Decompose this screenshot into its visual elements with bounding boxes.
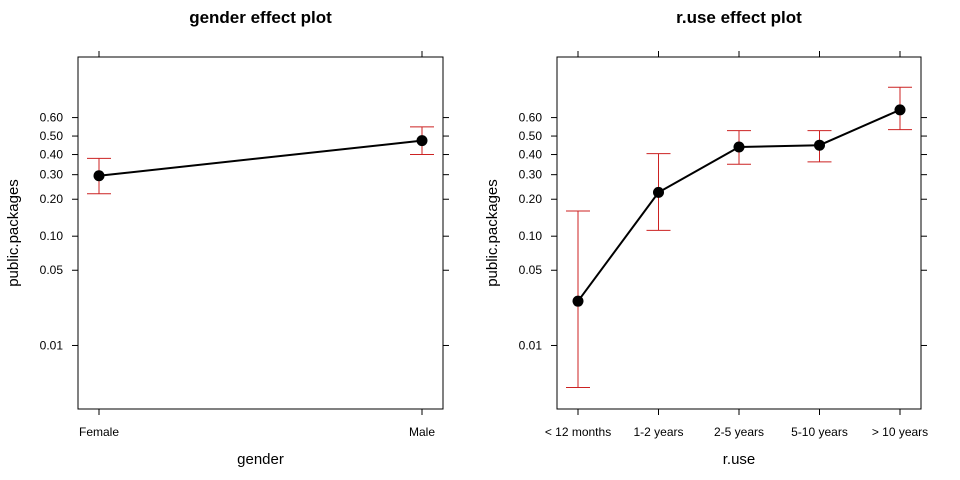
data-point (572, 295, 584, 307)
x-tick-label: > 10 years (872, 425, 928, 439)
panel-r-use: 0.01 0.05 0.10 0.20 0.30 0.40 0.50 0.60 < 12 mon… (484, 51, 928, 468)
panel-gender: 0.01 0.05 0.10 0.20 0.30 0.40 0.50 0.60 Female Ma… (5, 51, 449, 468)
effect-line (98, 139, 423, 177)
x-tick-label: 5-10 years (791, 425, 848, 439)
y-tick-label: 0.01 (40, 338, 64, 352)
y-tick-label: 0.05 (40, 263, 64, 277)
x-tick-label: 2-5 years (714, 425, 764, 439)
chart-title-r-use: r.use effect plot (676, 8, 802, 27)
y-tick-label: 0.30 (519, 168, 543, 182)
data-point (814, 139, 825, 151)
data-point (733, 141, 745, 153)
x-tick-label: < 12 months (545, 425, 611, 439)
y-tick-label: 0.20 (40, 192, 64, 206)
x-tick-label: 1-2 years (633, 425, 683, 439)
y-tick-label: 0.01 (519, 338, 543, 352)
y-tick-label: 0.20 (519, 192, 543, 206)
y-tick-label: 0.60 (519, 111, 543, 125)
y-tick-label: 0.10 (40, 229, 64, 243)
y-tick-label: 0.30 (40, 168, 64, 182)
y-tick-label: 0.40 (40, 148, 64, 162)
y-axis-label: public.packages (484, 179, 501, 287)
data-point (894, 104, 906, 116)
x-tick-label: Male (409, 425, 435, 439)
plot-frame (556, 56, 922, 410)
y-tick-label: 0.50 (519, 129, 543, 143)
y-axis-label: public.packages (5, 179, 22, 287)
chart-title-gender: gender effect plot (189, 8, 332, 27)
y-tick-label: 0.50 (40, 129, 64, 143)
y-tick-label: 0.60 (40, 111, 64, 125)
x-axis-label: r.use (723, 451, 756, 468)
x-axis-label: gender (237, 451, 284, 468)
data-point (93, 170, 105, 182)
y-tick-label: 0.10 (519, 229, 543, 243)
y-tick-label: 0.05 (519, 263, 543, 277)
data-point (653, 186, 664, 198)
plot-frame (77, 56, 444, 410)
x-tick-label: Female (79, 425, 119, 439)
y-tick-label: 0.40 (519, 148, 543, 162)
data-point (416, 135, 428, 147)
